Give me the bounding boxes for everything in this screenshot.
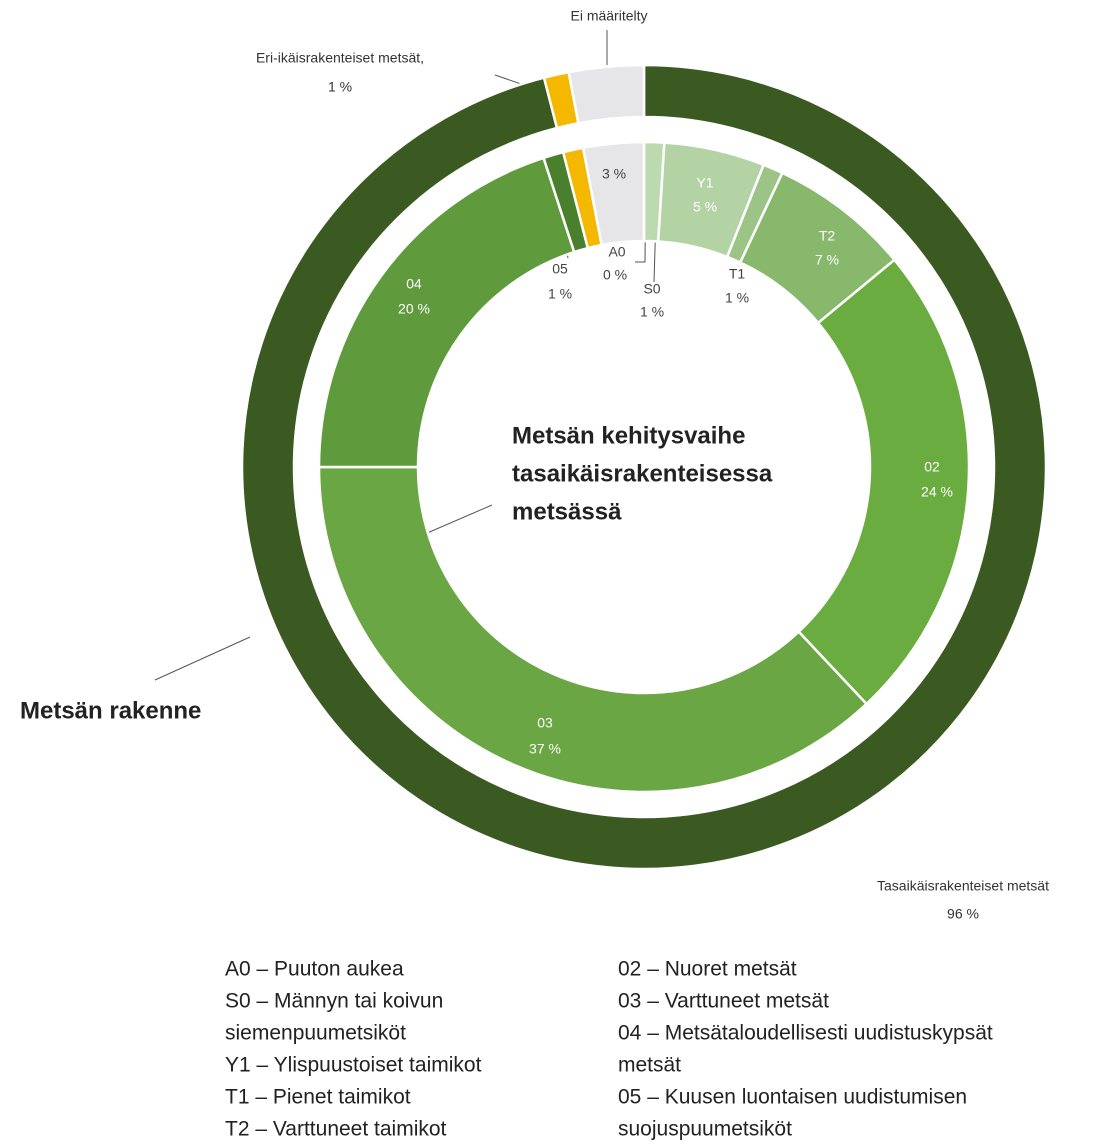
value-label: 7 % xyxy=(815,252,839,268)
value-label: 0 % xyxy=(603,267,627,283)
legend-text: T2 – Varttuneet taimikot xyxy=(225,1118,447,1141)
value-label: 1 % xyxy=(548,286,572,302)
value-label: 20 % xyxy=(398,301,430,317)
value-label: 1 % xyxy=(725,290,749,306)
slice-label: T1 xyxy=(729,266,746,282)
slice-label: A0 xyxy=(608,244,625,260)
value-label: 96 % xyxy=(947,906,979,922)
value-label: 1 % xyxy=(640,304,664,320)
legend-text: A0 – Puuton aukea xyxy=(225,958,404,981)
slice-label: Ei määritelty xyxy=(570,8,647,24)
legend-text: 02 – Nuoret metsät xyxy=(618,958,797,981)
slice-label: T2 xyxy=(819,228,836,244)
slice-label: Tasaikäisrakenteiset metsät xyxy=(877,878,1049,894)
value-label: 3 % xyxy=(602,166,626,182)
slice-label: 03 xyxy=(537,715,553,731)
slice-label: 02 xyxy=(924,459,940,475)
value-label: 37 % xyxy=(529,741,561,757)
legend-text: suojuspuumetsiköt xyxy=(618,1118,792,1141)
slice-label: S0 xyxy=(643,281,660,297)
slice xyxy=(581,140,646,247)
legend-text: 04 – Metsätaloudellisesti uudistuskypsät xyxy=(618,1022,993,1045)
ring-title: Metsän rakenne xyxy=(20,697,201,724)
slice xyxy=(240,63,1048,871)
value-label: 1 % xyxy=(328,79,352,95)
legend-text: S0 – Männyn tai koivun xyxy=(225,990,443,1013)
legend-text: siemenpuumetsiköt xyxy=(225,1022,406,1045)
leader-line xyxy=(417,504,493,538)
legend-text: metsät xyxy=(618,1054,681,1077)
value-label: 5 % xyxy=(693,199,717,215)
ring-title: tasaikäisrakenteisessa xyxy=(512,460,773,487)
ring-title: Metsän kehitysvaihe xyxy=(512,422,745,449)
ring-title: metsässä xyxy=(512,498,622,525)
slice-label: Eri-ikäisrakenteiset metsät, xyxy=(256,50,424,66)
legend-text: 05 – Kuusen luontaisen uudistumisen xyxy=(618,1086,967,1109)
leader-line xyxy=(154,636,251,681)
slice-label: 05 xyxy=(552,261,568,277)
slice-label: 04 xyxy=(406,276,422,292)
slice xyxy=(317,156,576,469)
legend-text: 03 – Varttuneet metsät xyxy=(618,990,829,1013)
legend-text: T1 – Pienet taimikot xyxy=(225,1086,411,1109)
slice-label: Y1 xyxy=(696,175,713,191)
slice xyxy=(796,258,971,706)
slice xyxy=(567,63,646,125)
slice xyxy=(317,465,869,794)
value-label: 24 % xyxy=(921,484,953,500)
legend-text: Y1 – Ylispuustoiset taimikot xyxy=(225,1054,482,1077)
